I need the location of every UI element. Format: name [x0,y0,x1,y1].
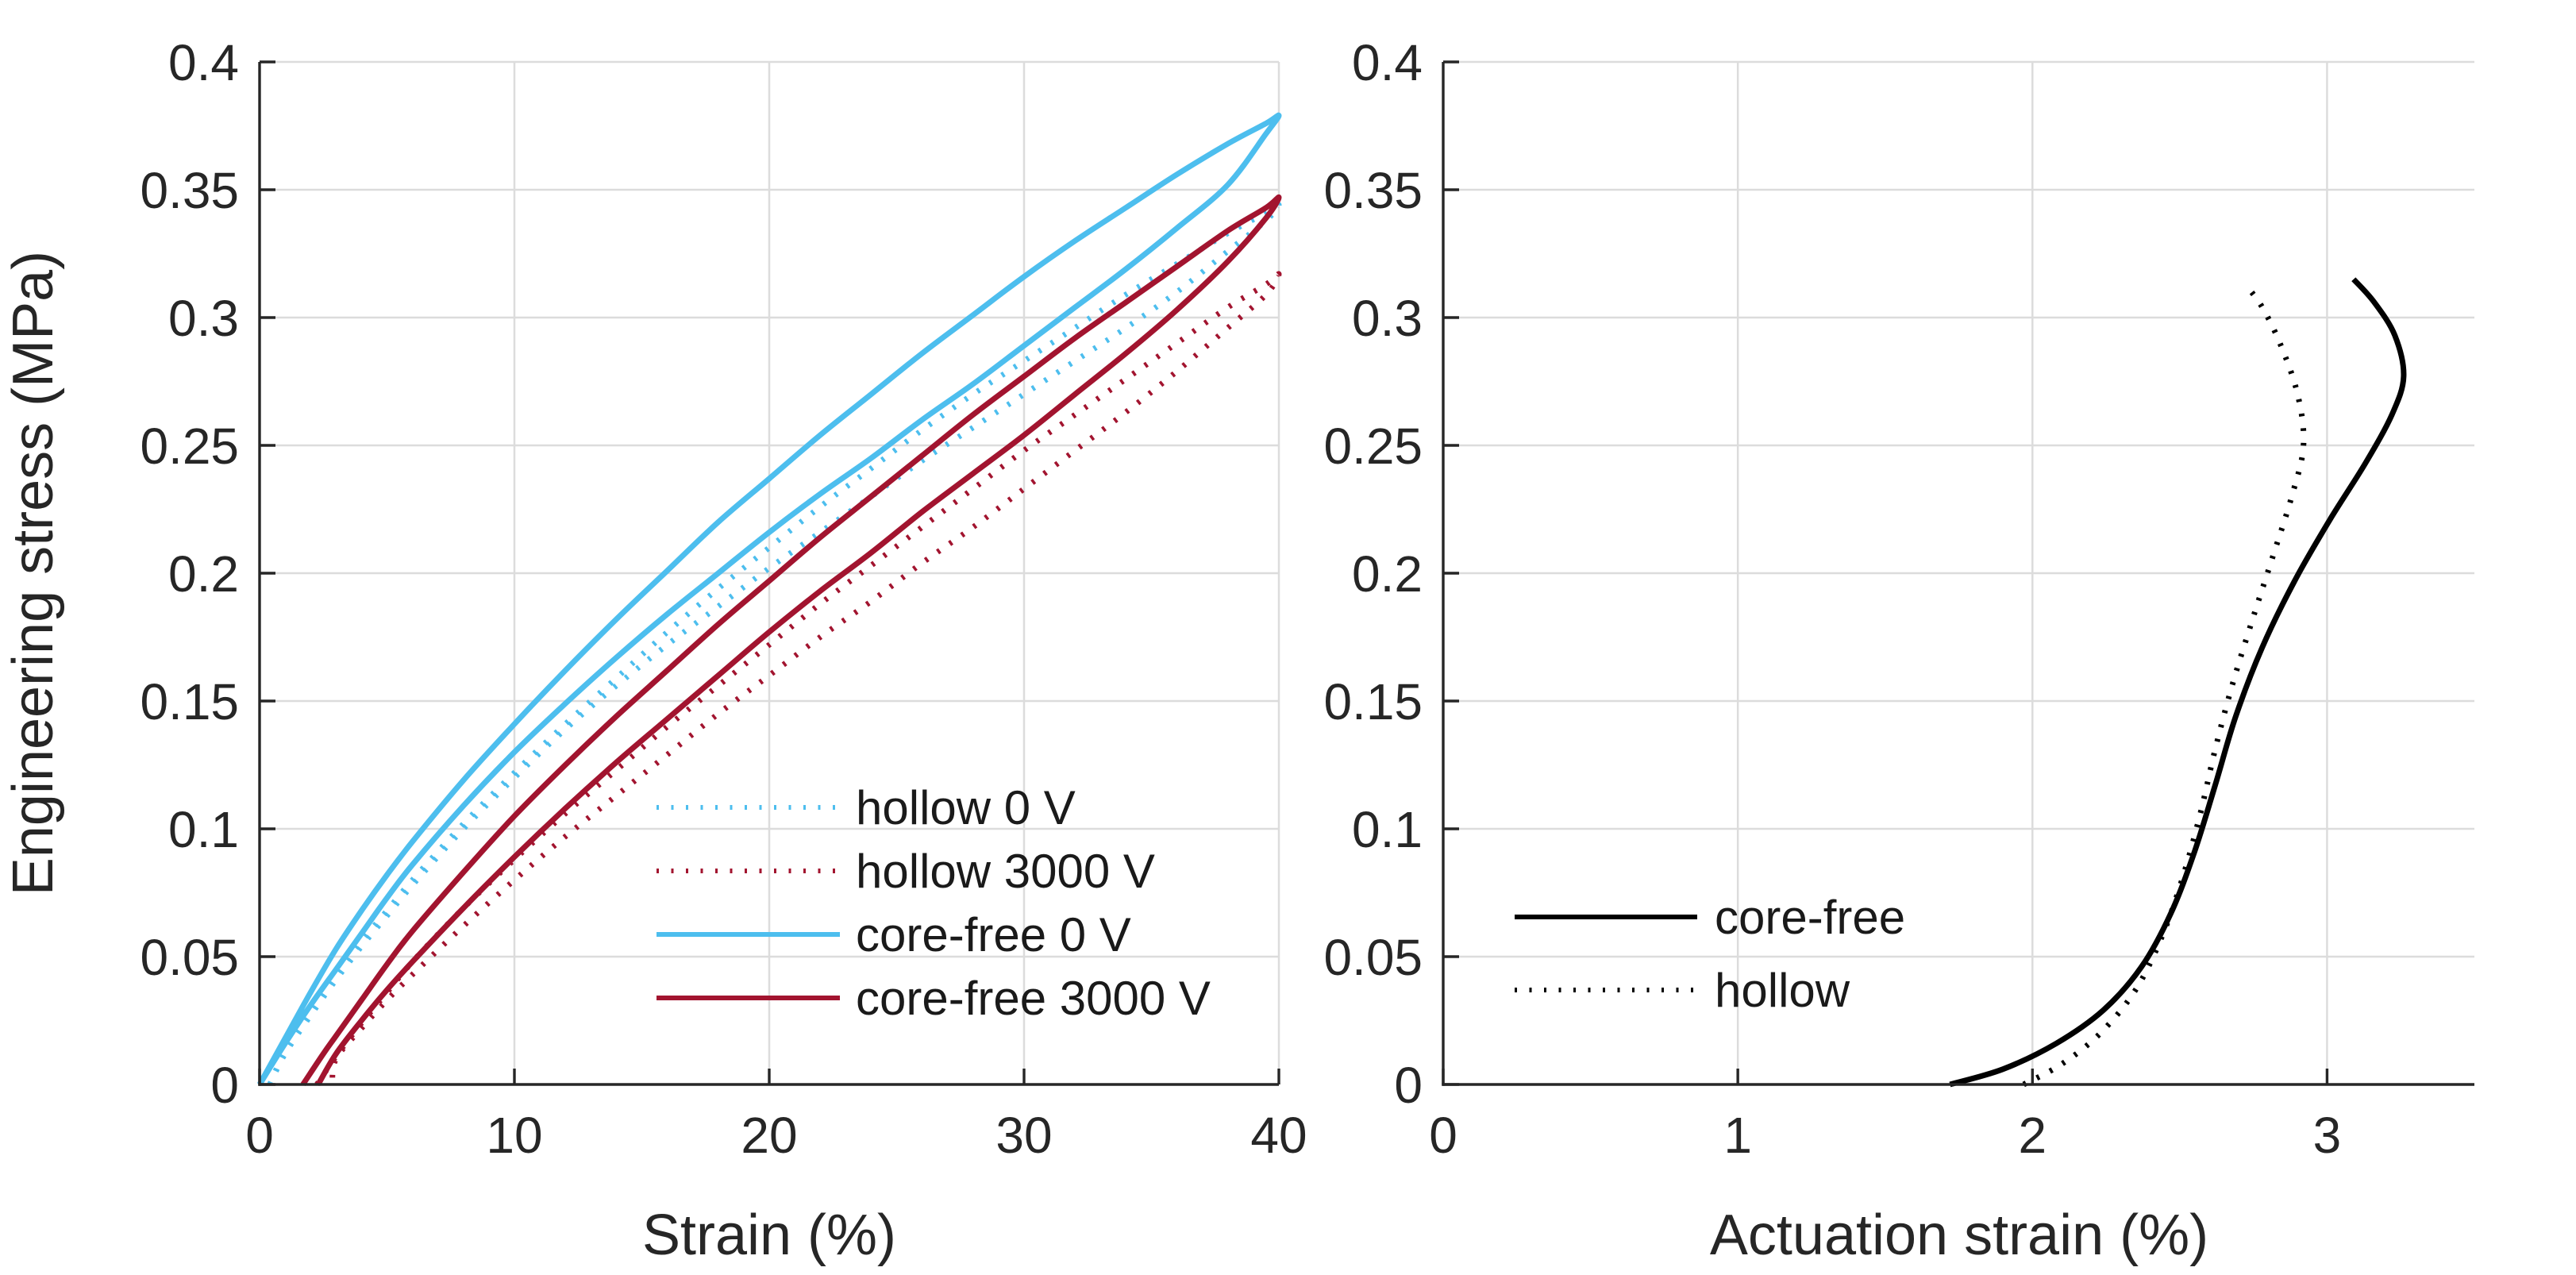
right-y-tick-label: 0.1 [1352,801,1423,858]
right-y-tick-label: 0.35 [1323,162,1423,219]
right-x-axis-title: Actuation strain (%) [1710,1204,2208,1267]
left-x-tick-label: 40 [1250,1107,1307,1164]
left-y-tick-label: 0.25 [140,418,239,475]
right-y-tick-label: 0.2 [1352,545,1423,603]
right-y-tick-label: 0 [1394,1057,1423,1114]
right-axes [1442,60,2474,1086]
left-tick-labels: 0 10 20 30 40 0 0.05 0.1 0.15 0.2 0.25 0.3 0.35 0.4 [140,34,1307,1164]
right-tick-labels: 0 1 2 3 0 0.05 0.1 0.15 0.2 0.25 0.3 0.35 0.4 [1323,34,2341,1164]
left-x-tick-label: 20 [741,1107,797,1164]
right-y-tick-label: 0.15 [1323,673,1423,730]
left-curves [256,112,1282,1086]
left-x-tick-label: 10 [486,1107,542,1164]
left-y-tick-label: 0.05 [140,929,239,986]
left-axes [258,60,1280,1086]
right-x-tick-label: 2 [2018,1107,2047,1164]
left-y-axis-title: Engineering stress (MPa) [2,251,65,896]
left-legend-label-hollow-3000-v: hollow 3000 V [856,845,1155,898]
right-legend: core-free hollow [1515,891,1905,1017]
left-curve-core-free-3000-v [300,194,1282,1086]
right-y-tick-label: 0.4 [1352,34,1423,91]
right-curve-hollow [2022,285,2307,1088]
left-y-tick-label: 0.3 [168,290,239,347]
left-legend-label-core-free-3000-v: core-free 3000 V [856,972,1211,1025]
right-x-tick-label: 0 [1429,1107,1457,1164]
left-y-tick-label: 0.4 [168,34,239,91]
right-y-tick-label: 0.3 [1352,290,1423,347]
left-x-axis-title: Strain (%) [642,1204,896,1267]
stress-strain-plot: 0 10 20 30 40 0 0.05 0.1 0.15 0.2 0.25 0.3 0.35 0.4 h… [2,34,1307,1267]
right-legend-label-hollow: hollow [1715,964,1850,1017]
left-x-tick-label: 30 [995,1107,1052,1164]
left-y-tick-label: 0.1 [168,801,239,858]
left-y-tick-label: 0.35 [140,162,239,219]
right-legend-label-core-free: core-free [1715,891,1905,944]
left-legend-label-hollow-0-v: hollow 0 V [856,781,1076,834]
right-y-tick-label: 0.05 [1323,929,1423,986]
left-y-tick-label: 0.15 [140,673,239,730]
left-legend: hollow 0 V hollow 3000 V core-free 0 V core… [657,781,1211,1025]
left-curve-hollow-3000-v [314,271,1282,1086]
right-curve-core-free [1949,277,2407,1088]
right-x-tick-label: 1 [1723,1107,1752,1164]
left-y-tick-label: 0.2 [168,545,239,603]
left-y-tick-label: 0 [210,1057,239,1114]
left-curve-hollow-0-v [267,202,1282,1086]
left-x-tick-label: 0 [245,1107,274,1164]
right-curves [1949,277,2407,1088]
right-gridlines [1442,60,2474,1086]
actuation-strain-plot: 0 1 2 3 0 0.05 0.1 0.15 0.2 0.25 0.3 0.35 0.4 core-f… [1323,34,2474,1267]
right-y-tick-label: 0.25 [1323,418,1423,475]
left-legend-label-core-free-0-v: core-free 0 V [856,908,1131,961]
left-curve-core-free-0-v [256,112,1282,1086]
right-x-tick-label: 3 [2313,1107,2342,1164]
